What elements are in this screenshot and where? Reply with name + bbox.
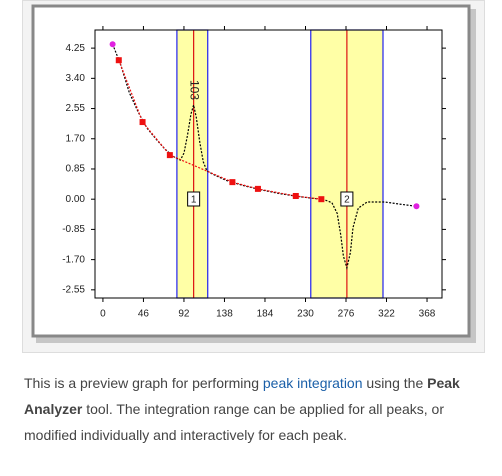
region-label: 2 bbox=[344, 195, 350, 206]
y-tick-label: 4.25 bbox=[66, 43, 86, 54]
caption-text: tool. The integration range can be appli… bbox=[24, 401, 445, 443]
y-tick-label: -1.70 bbox=[62, 254, 85, 265]
y-tick-label: 3.40 bbox=[66, 73, 86, 84]
image-frame bbox=[31, 4, 471, 338]
marker bbox=[254, 185, 261, 192]
plot-frame bbox=[94, 29, 443, 299]
peak-annotation: 103 bbox=[187, 80, 201, 100]
figure: 4.25 3.40 2.55 1.70 0.85 0.00 -0.85 -1.70 -2.55 0… bbox=[22, 0, 485, 353]
marker bbox=[139, 119, 146, 126]
caption-bold: Peak Analyzer bbox=[24, 375, 460, 417]
x-tick-label: 184 bbox=[257, 309, 274, 320]
region-label: 1 bbox=[191, 195, 197, 206]
x-tick-label: 230 bbox=[297, 309, 314, 320]
marker bbox=[166, 152, 173, 159]
marker bbox=[318, 196, 325, 203]
endpoint bbox=[109, 41, 116, 48]
region-label-box bbox=[340, 191, 354, 207]
y-tick-label: 2.55 bbox=[66, 103, 86, 114]
y-tick-label: -2.55 bbox=[62, 284, 85, 295]
x-tick-label: 138 bbox=[216, 309, 233, 320]
caption-text: using the bbox=[362, 375, 428, 391]
region-label-box bbox=[187, 191, 201, 207]
x-tick-label: 368 bbox=[419, 309, 436, 320]
caption: This is a preview graph for performing p… bbox=[24, 370, 484, 448]
y-tick-label: 0.85 bbox=[66, 164, 86, 175]
series-line bbox=[112, 43, 417, 271]
marker bbox=[292, 192, 299, 199]
marker bbox=[229, 179, 236, 186]
x-tick-label: 46 bbox=[138, 309, 150, 320]
y-tick-label: 1.70 bbox=[66, 133, 86, 144]
integration-region bbox=[176, 29, 209, 299]
x-tick-label: 276 bbox=[338, 309, 355, 320]
x-tick-label: 92 bbox=[178, 309, 190, 320]
caption-text: This is a preview graph for performing bbox=[24, 375, 263, 391]
y-tick-label: -0.85 bbox=[62, 224, 85, 235]
marker bbox=[115, 57, 122, 64]
endpoint bbox=[413, 203, 420, 210]
link[interactable]: peak integration bbox=[262, 375, 363, 391]
y-tick-label: 0.00 bbox=[66, 194, 86, 205]
x-tick-label: 322 bbox=[378, 309, 395, 320]
x-tick-label: 0 bbox=[100, 309, 106, 320]
